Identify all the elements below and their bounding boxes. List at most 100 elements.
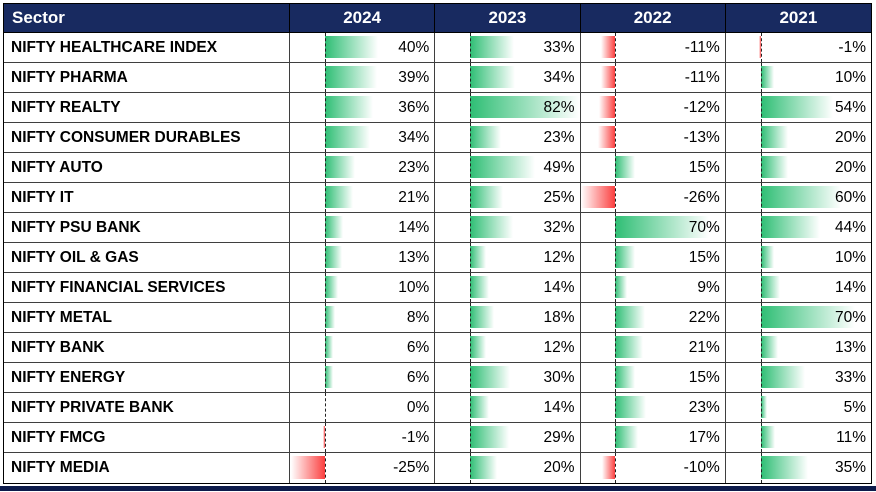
bar-axis-line: [469, 423, 471, 452]
positive-data-bar: [469, 276, 489, 298]
positive-data-bar: [760, 66, 775, 88]
sector-name: NIFTY OIL & GAS: [4, 243, 290, 273]
bar-axis-line: [324, 213, 326, 242]
cell-value: 25%: [543, 188, 575, 206]
positive-data-bar: [324, 96, 373, 118]
value-cell-2022: -12%: [580, 93, 726, 123]
positive-data-bar: [760, 426, 776, 448]
value-cell-2024: -25%: [290, 453, 436, 483]
positive-data-bar: [469, 336, 486, 358]
bar-axis-line: [615, 273, 617, 302]
bar-axis-line: [469, 333, 471, 362]
positive-data-bar: [324, 276, 339, 298]
cell-value: 35%: [834, 459, 866, 476]
positive-data-bar: [324, 36, 379, 58]
sector-name: NIFTY BANK: [4, 333, 290, 363]
bar-axis-line: [469, 363, 471, 392]
positive-data-bar: [615, 156, 636, 178]
positive-data-bar: [324, 246, 343, 268]
value-cell-2024: 34%: [290, 123, 436, 153]
positive-data-bar: [324, 336, 333, 358]
cell-value: 33%: [543, 38, 575, 56]
negative-data-bar: [600, 36, 616, 58]
cell-value: 30%: [543, 368, 575, 386]
bottom-border-band: [0, 486, 876, 491]
positive-data-bar: [469, 66, 516, 88]
sector-name: NIFTY METAL: [4, 303, 290, 333]
bar-axis-line: [615, 63, 617, 92]
value-cell-2024: 39%: [290, 63, 436, 93]
value-cell-2023: 12%: [435, 243, 581, 273]
positive-data-bar: [324, 366, 333, 388]
bar-axis-line: [324, 363, 326, 392]
value-cell-2022: 23%: [580, 393, 726, 423]
cell-value: 21%: [398, 188, 430, 206]
positive-data-bar: [760, 126, 788, 148]
column-header-2021: 2021: [725, 4, 871, 33]
sector-name: NIFTY IT: [4, 183, 290, 213]
value-cell-2021: 44%: [725, 213, 871, 243]
cell-value: 14%: [543, 398, 575, 416]
positive-data-bar: [469, 216, 513, 238]
value-cell-2023: 82%: [435, 93, 581, 123]
bar-axis-line: [760, 423, 762, 452]
value-cell-2023: 34%: [435, 63, 581, 93]
value-cell-2024: 6%: [290, 363, 436, 393]
bar-axis-line: [615, 153, 617, 182]
bar-axis-line: [760, 183, 762, 212]
value-cell-2021: 20%: [725, 153, 871, 183]
sector-name: NIFTY AUTO: [4, 153, 290, 183]
cell-value: 17%: [688, 428, 720, 446]
bar-axis-line: [469, 153, 471, 182]
table-row: NIFTY FMCG -1% 29% 17% 11%: [4, 423, 871, 453]
bar-axis-line: [324, 183, 326, 212]
value-cell-2021: 35%: [725, 453, 871, 483]
positive-data-bar: [324, 156, 356, 178]
value-cell-2022: 70%: [580, 213, 726, 243]
value-cell-2024: 36%: [290, 93, 436, 123]
table-row: NIFTY METAL 8% 18% 22% 70%: [4, 303, 871, 333]
cell-value: 20%: [543, 459, 575, 476]
cell-value: 10%: [834, 248, 866, 266]
value-cell-2021: 60%: [725, 183, 871, 213]
column-header-2023: 2023: [435, 4, 581, 33]
sector-name: NIFTY REALTY: [4, 93, 290, 123]
positive-data-bar: [324, 306, 336, 328]
value-cell-2023: 33%: [435, 33, 581, 63]
bar-axis-line: [615, 453, 617, 483]
value-cell-2023: 32%: [435, 213, 581, 243]
value-cell-2023: 30%: [435, 363, 581, 393]
bar-axis-line: [760, 303, 762, 332]
cell-value: 20%: [834, 128, 866, 146]
bar-axis-line: [615, 333, 617, 362]
positive-data-bar: [760, 336, 779, 358]
negative-data-bar: [580, 186, 616, 208]
bar-axis-line: [760, 93, 762, 122]
positive-data-bar: [324, 186, 353, 208]
bar-axis-line: [469, 243, 471, 272]
cell-value: -25%: [393, 459, 430, 476]
table-body: NIFTY HEALTHCARE INDEX 40% 33% -11% -1% NIFTY…: [4, 33, 871, 483]
bar-axis-line: [324, 273, 326, 302]
cell-value: 18%: [543, 308, 575, 326]
positive-data-bar: [324, 126, 371, 148]
cell-value: 6%: [406, 368, 430, 386]
positive-data-bar: [469, 156, 536, 178]
positive-data-bar: [469, 126, 501, 148]
cell-value: 34%: [398, 128, 430, 146]
cell-value: 29%: [543, 428, 575, 446]
cell-value: -1%: [401, 428, 430, 446]
bar-axis-line: [324, 153, 326, 182]
bar-axis-line: [469, 93, 471, 122]
table-header-row: Sector 2024 2023 2022 2021: [4, 4, 871, 33]
bar-axis-line: [324, 93, 326, 122]
value-cell-2024: 8%: [290, 303, 436, 333]
cell-value: 34%: [543, 68, 575, 86]
value-cell-2022: 21%: [580, 333, 726, 363]
cell-value: 23%: [543, 128, 575, 146]
positive-data-bar: [469, 186, 504, 208]
value-cell-2022: -11%: [580, 63, 726, 93]
value-cell-2022: 15%: [580, 363, 726, 393]
value-cell-2024: 13%: [290, 243, 436, 273]
bar-axis-line: [324, 453, 326, 483]
